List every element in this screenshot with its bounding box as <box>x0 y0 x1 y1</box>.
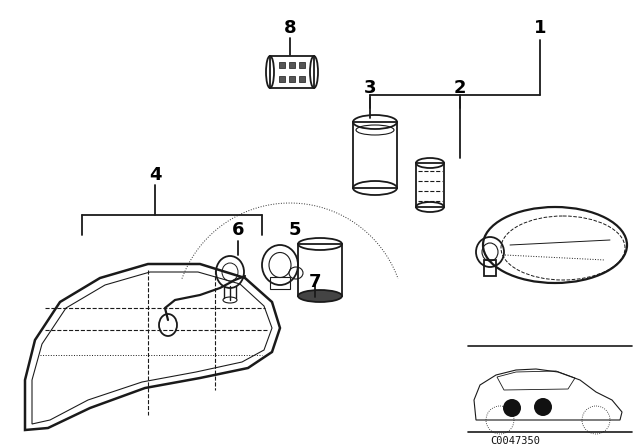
Text: 3: 3 <box>364 79 376 97</box>
Circle shape <box>534 398 552 416</box>
Bar <box>289 76 295 82</box>
Text: 1: 1 <box>534 19 547 37</box>
Circle shape <box>503 399 521 417</box>
Text: 5: 5 <box>289 221 301 239</box>
Bar <box>299 62 305 68</box>
Text: 8: 8 <box>284 19 296 37</box>
Ellipse shape <box>298 290 342 302</box>
Bar <box>279 76 285 82</box>
Text: 7: 7 <box>308 273 321 291</box>
Text: 4: 4 <box>148 166 161 184</box>
Bar <box>353 122 397 188</box>
Bar <box>279 62 285 68</box>
Bar <box>484 260 496 276</box>
Bar <box>289 62 295 68</box>
Text: 2: 2 <box>454 79 467 97</box>
Bar <box>416 163 444 207</box>
Bar <box>299 76 305 82</box>
Text: 6: 6 <box>232 221 244 239</box>
Bar <box>270 277 290 289</box>
Text: C0047350: C0047350 <box>490 436 540 446</box>
Bar <box>298 244 342 296</box>
